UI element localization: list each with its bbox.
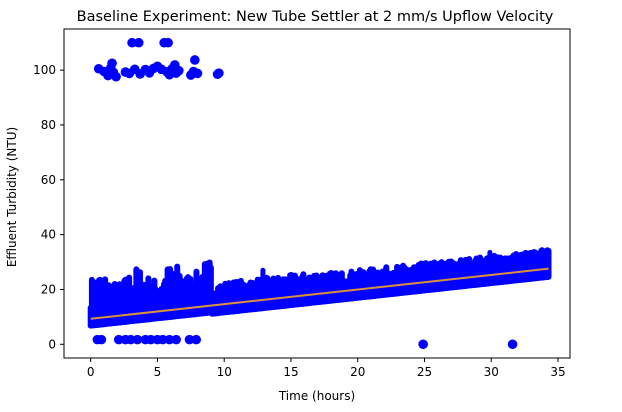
x-tick-label: 20 <box>350 365 365 379</box>
data-point <box>174 65 184 76</box>
trend-line <box>90 267 549 320</box>
data-point <box>157 334 168 345</box>
data-point <box>418 339 428 350</box>
y-tick-label: 100 <box>33 63 56 77</box>
x-tick-label: 5 <box>154 365 162 379</box>
axis-ticks: 0 5 10 15 20 25 30 35 0 20 40 60 80 100 <box>33 63 566 379</box>
y-tick-label: 20 <box>41 282 56 296</box>
data-point <box>163 37 173 48</box>
y-tick-label: 60 <box>41 173 56 187</box>
data-point <box>111 71 121 82</box>
y-tick-label: 40 <box>41 228 56 242</box>
data-point <box>507 339 518 350</box>
data-point <box>127 37 137 48</box>
data-point <box>191 334 201 345</box>
x-tick-label: 10 <box>217 365 232 379</box>
data-point <box>133 37 144 48</box>
data-point <box>113 334 124 345</box>
trend-lines <box>90 267 549 320</box>
x-tick-label: 30 <box>484 365 499 379</box>
data-point <box>190 55 200 65</box>
data-point <box>125 334 136 345</box>
plot-frame <box>63 28 571 359</box>
data-point <box>107 58 117 69</box>
dense-point-bands <box>87 247 552 329</box>
data-point <box>192 68 203 79</box>
data-point <box>132 334 143 345</box>
data-point <box>96 334 107 345</box>
data-point <box>164 334 175 345</box>
data-point <box>184 334 195 345</box>
x-axis-label: Time (hours) <box>278 389 355 403</box>
y-tick-label: 80 <box>41 118 56 132</box>
x-tick-label: 25 <box>417 365 432 379</box>
x-tick-label: 35 <box>550 365 565 379</box>
chart-title: Baseline Experiment: New Tube Settler at… <box>77 9 554 25</box>
data-points <box>92 37 518 350</box>
data-point <box>145 334 156 345</box>
y-tick-label: 0 <box>48 337 56 351</box>
x-tick-label: 0 <box>87 365 95 379</box>
y-axis-label: Effluent Turbidity (NTU) <box>5 127 19 267</box>
data-point <box>171 334 181 345</box>
x-tick-label: 15 <box>283 365 298 379</box>
data-point <box>214 68 224 78</box>
